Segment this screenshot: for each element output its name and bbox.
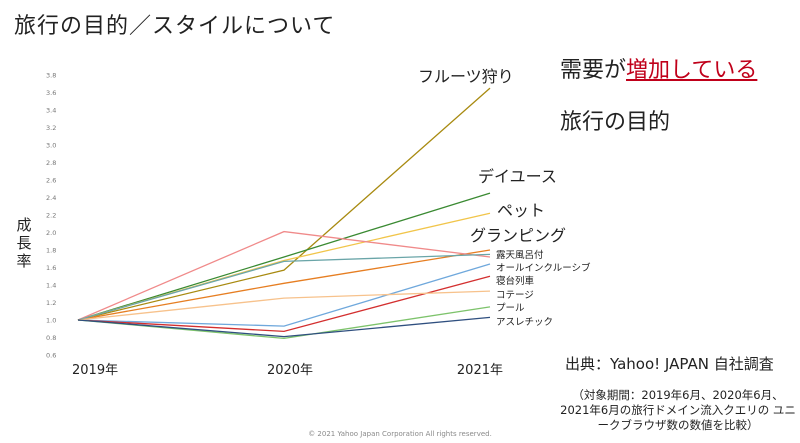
series-line bbox=[77, 263, 491, 327]
series-label: オールインクルーシブ bbox=[496, 262, 591, 274]
series-line bbox=[77, 230, 491, 321]
y-tick-label: 3.8 bbox=[46, 72, 56, 80]
side-heading-line2: 旅行の目的 bbox=[560, 110, 671, 135]
series-label: コテージ bbox=[496, 290, 534, 301]
y-tick-label: 3.6 bbox=[46, 89, 56, 97]
side-heading-prefix: 需要が bbox=[560, 58, 627, 83]
y-tick-label: 2.6 bbox=[46, 177, 56, 185]
series-label: フルーツ狩り bbox=[418, 67, 514, 86]
side-heading: 需要が増加している 旅行の目的 bbox=[560, 52, 757, 136]
y-tick-label: 2.8 bbox=[46, 159, 56, 167]
series-line bbox=[77, 87, 491, 321]
copyright: © 2021 Yahoo Japan Corporation All right… bbox=[308, 430, 492, 438]
series-label: ペット bbox=[497, 201, 545, 220]
series-line bbox=[77, 253, 491, 321]
series-label: グランピング bbox=[470, 226, 566, 245]
y-axis-label: 成長率 bbox=[16, 216, 32, 270]
y-tick-label: 2.0 bbox=[46, 229, 56, 237]
series-label: デイユース bbox=[478, 167, 557, 186]
series-line bbox=[77, 249, 491, 321]
y-tick-label: 1.6 bbox=[46, 264, 56, 272]
y-tick-label: 0.8 bbox=[46, 334, 56, 342]
y-tick-label: 1.0 bbox=[46, 317, 56, 325]
series-label: プール bbox=[496, 303, 525, 314]
page-title: 旅行の目的／スタイルについて bbox=[14, 14, 336, 39]
y-tick-label: 0.6 bbox=[46, 352, 56, 360]
y-tick-label: 3.0 bbox=[46, 142, 56, 150]
y-tick-label: 1.8 bbox=[46, 247, 56, 255]
side-heading-line1: 需要が増加している bbox=[560, 52, 757, 84]
series-line bbox=[77, 290, 491, 321]
series-line bbox=[77, 212, 491, 321]
period-note: （対象期間：2019年6月、2020年6月、2021年6月の旅行ドメイン流入クエ… bbox=[560, 388, 796, 432]
y-tick-label: 1.2 bbox=[46, 299, 56, 307]
series-label: 露天風呂付 bbox=[496, 250, 544, 261]
x-tick-label: 2021年 bbox=[457, 363, 503, 378]
y-tick-label: 3.4 bbox=[46, 107, 56, 115]
source-label: 出典：Yahoo! JAPAN 自社調査 bbox=[565, 355, 774, 373]
series-line bbox=[77, 275, 491, 333]
x-tick-label: 2019年 bbox=[72, 363, 118, 378]
series-label: アスレチック bbox=[496, 317, 553, 328]
y-tick-label: 1.4 bbox=[46, 282, 56, 290]
series-label: 寝台列車 bbox=[496, 275, 535, 287]
series-line bbox=[77, 316, 491, 338]
y-tick-label: 2.4 bbox=[46, 194, 56, 202]
y-tick-label: 3.2 bbox=[46, 124, 56, 132]
y-tick-label: 2.2 bbox=[46, 212, 56, 220]
side-heading-highlight: 増加している bbox=[626, 58, 758, 83]
series-line bbox=[77, 192, 491, 321]
x-tick-label: 2020年 bbox=[267, 363, 313, 378]
